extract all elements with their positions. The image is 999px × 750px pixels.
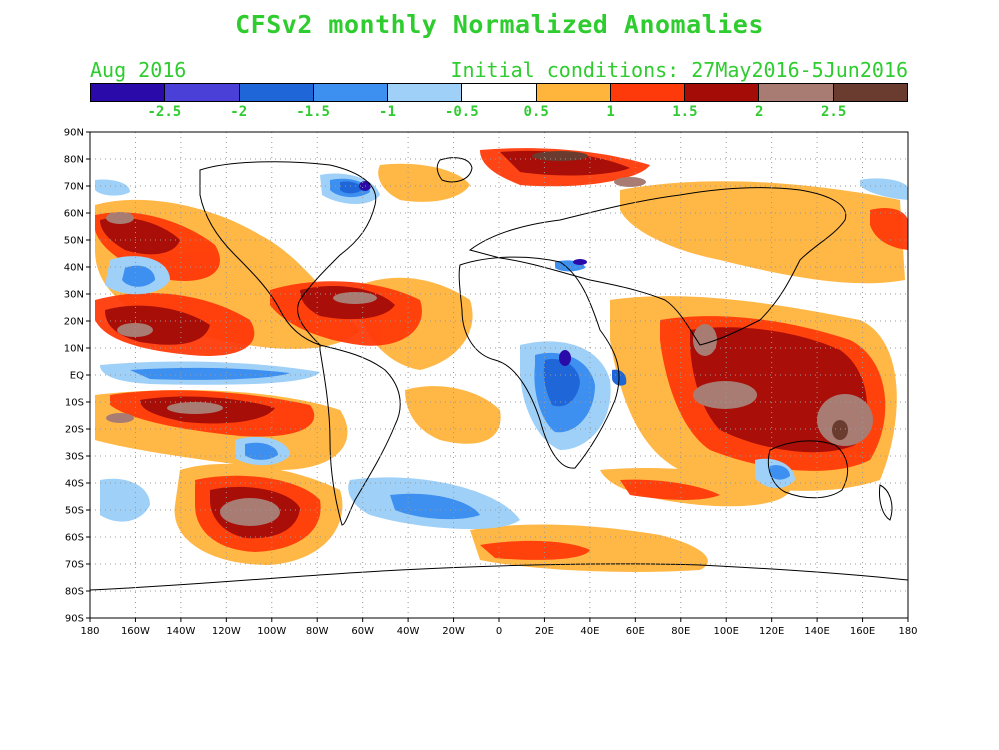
lon-label: 160E	[850, 626, 875, 637]
lat-label: 40N	[64, 263, 84, 274]
colorbar-label: 2.5	[820, 104, 847, 120]
colorbar-swatch	[833, 84, 907, 101]
colorbar-swatch	[759, 84, 834, 101]
lon-label: 20W	[442, 626, 465, 637]
lat-label: EQ	[70, 371, 84, 382]
coastlines	[90, 157, 908, 591]
lat-label: 10S	[65, 398, 84, 409]
lat-label: 30N	[64, 290, 84, 301]
lat-label: 90N	[64, 128, 84, 139]
lat-label: 90S	[65, 614, 84, 625]
longitude-axis: 180 160W 140W 120W 100W 80W 60W 40W 20W 0 20E 40E 60…	[80, 618, 918, 637]
colorbar-swatch	[462, 84, 537, 101]
lon-label: 100E	[714, 626, 739, 637]
lat-label: 70S	[65, 560, 84, 571]
lon-label: 120W	[212, 626, 241, 637]
colorbar-swatch	[536, 84, 611, 101]
colorbar-label: -2.5	[147, 104, 182, 120]
colorbar-swatch	[313, 84, 389, 101]
lat-label: 30S	[65, 452, 84, 463]
colorbar-labels: -2.5 -2 -1.5 -1 -0.5 0.5 1 1.5 2 2.5	[90, 104, 908, 122]
lat-label: 20N	[64, 317, 84, 328]
lat-label: 50S	[65, 506, 84, 517]
colorbar-swatch	[239, 84, 314, 101]
colorbar	[90, 83, 908, 102]
lat-label: 60N	[64, 209, 84, 220]
lon-label: 60E	[626, 626, 645, 637]
colorbar-label: -2	[230, 104, 248, 120]
lon-label: 80E	[671, 626, 690, 637]
lon-label: 100W	[257, 626, 286, 637]
map-title: CFSv2 monthly Normalized Anomalies	[235, 10, 764, 39]
lat-label: 40S	[65, 479, 84, 490]
colorbar-label: -1.5	[296, 104, 330, 120]
lon-label: 60W	[351, 626, 374, 637]
lon-label: 180	[80, 626, 99, 637]
lat-label: 60S	[65, 533, 84, 544]
initial-conditions-label: Initial conditions: 27May2016-5Jun2016	[450, 58, 908, 82]
lat-label: 70N	[64, 182, 84, 193]
lon-label: 180	[898, 626, 917, 637]
lat-label: 80S	[65, 587, 84, 598]
colorbar-label: 1	[606, 104, 615, 120]
lon-label: 40E	[580, 626, 599, 637]
latitude-axis: 90N 80N 70N 60N 50N 40N 30N 20N 10N EQ 10S 20S 30S 40…	[64, 128, 90, 625]
lat-label: 20S	[65, 425, 84, 436]
lat-label: 10N	[64, 344, 84, 355]
colorbar-label: 0.5	[523, 104, 549, 120]
colorbar-swatch	[91, 84, 166, 101]
lon-label: 120E	[759, 626, 784, 637]
colorbar-label: 2	[755, 104, 764, 120]
lon-label: 40W	[397, 626, 420, 637]
lat-label: 50N	[64, 236, 84, 247]
colorbar-swatch	[165, 84, 240, 101]
lon-label: 140E	[804, 626, 829, 637]
lon-label: 80W	[306, 626, 329, 637]
colorbar-swatch	[388, 84, 463, 101]
forecast-month-label: Aug 2016	[90, 58, 187, 82]
colorbar-label: 1.5	[672, 104, 698, 120]
colorbar-swatch	[610, 84, 686, 101]
lon-label: 160W	[121, 626, 150, 637]
colorbar-swatch	[685, 84, 760, 101]
colorbar-label: -1	[379, 104, 396, 120]
grid	[90, 132, 908, 618]
lat-label: 80N	[64, 155, 84, 166]
lon-label: 140W	[166, 626, 195, 637]
colorbar-label: -0.5	[444, 104, 479, 120]
lon-label: 20E	[535, 626, 554, 637]
lon-label: 0	[496, 626, 502, 637]
